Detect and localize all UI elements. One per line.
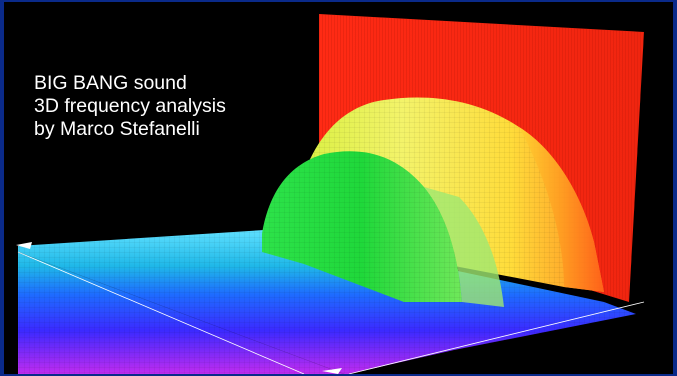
bottom-axis-arrow-icon bbox=[322, 368, 342, 374]
floor-plane bbox=[18, 230, 636, 374]
caption-line-1: BIG BANG sound bbox=[34, 72, 187, 94]
caption-line-3: by Marco Stefanelli bbox=[34, 118, 200, 140]
left-axis-ticks bbox=[17, 251, 345, 374]
right-axis-ticks bbox=[348, 301, 645, 374]
chart-caption: BIG BANG sound 3D frequency analysis by … bbox=[34, 72, 226, 141]
left-axis-arrow-icon bbox=[16, 242, 32, 249]
frequency-surface-chart bbox=[16, 14, 645, 374]
caption-line-2: 3D frequency analysis bbox=[34, 95, 226, 117]
green-mound bbox=[262, 151, 504, 307]
